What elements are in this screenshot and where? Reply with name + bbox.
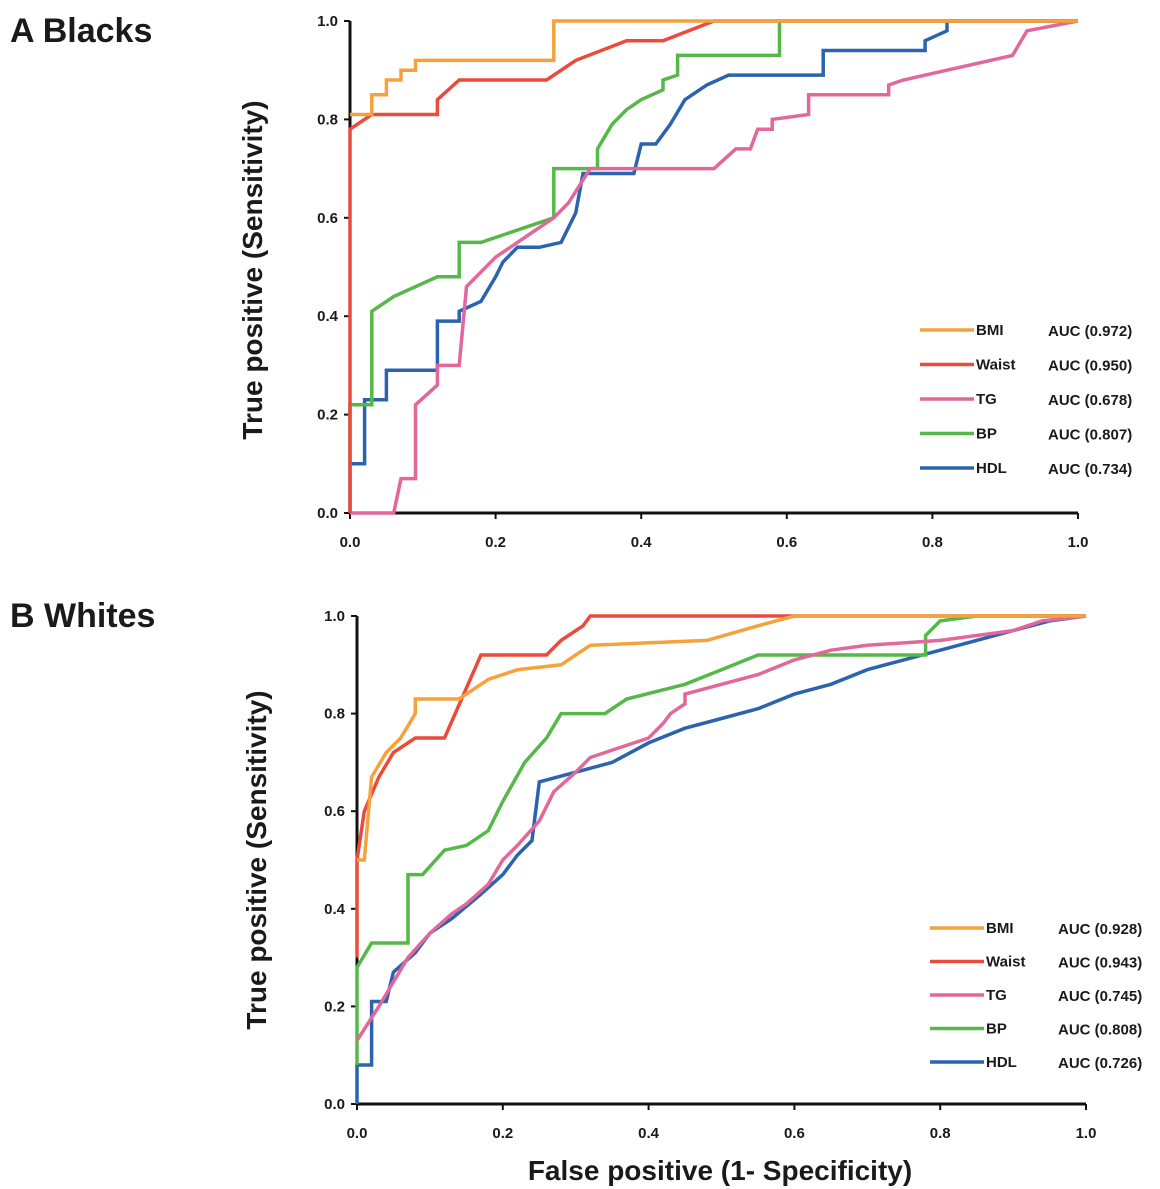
roc-line-tg [355,614,1087,1042]
roc-line-bmi [357,614,1086,862]
roc-line-bmi [350,19,1078,117]
y-tick-label: 0.4 [317,308,339,325]
panel-a-ylabel: True positive (Sensitivity) [237,100,268,439]
roc-line-hdl [348,19,1078,513]
panel-b-ylabel: True positive (Sensitivity) [241,690,272,1029]
roc-line-bp [355,614,1086,1065]
x-tick-label: 0.4 [638,1125,660,1142]
panel-b-axes: 0.0 0.2 0.4 0.6 0.8 1.0 0.0 0.2 0.4 0.6 0.8 1.0 [324,608,1096,1142]
legend-label-bp: BP [986,1021,1007,1038]
y-tick-label: 0.6 [317,210,338,227]
y-tick-label: 0.8 [324,706,345,723]
y-tick-label: 0.0 [317,505,338,522]
panel-b-title: B Whites [10,597,155,635]
x-tick-label: 0.8 [922,534,943,551]
y-tick-label: 0.8 [317,111,338,128]
legend-label-waist: Waist [976,357,1015,374]
legend-auc-bmi: AUC (0.928) [1058,921,1142,938]
x-tick-label: 0.8 [930,1125,951,1142]
legend-auc-bp: AUC (0.808) [1058,1022,1142,1039]
legend-auc-waist: AUC (0.943) [1058,955,1142,972]
legend-label-tg: TG [986,987,1007,1004]
y-tick-label: 0.2 [324,998,345,1015]
y-tick-label: 1.0 [324,608,345,625]
legend-label-bmi: BMI [986,920,1014,937]
roc-line-waist [355,614,1086,958]
x-tick-label: 1.0 [1068,534,1089,551]
y-tick-label: 0.0 [324,1096,345,1113]
panel-a-legend: BMI AUC (0.972) Waist AUC (0.950) TG AUC (0.6… [920,322,1132,478]
legend-label-hdl: HDL [976,460,1007,477]
legend-auc-tg: AUC (0.678) [1048,392,1132,409]
legend-auc-hdl: AUC (0.734) [1048,461,1132,478]
legend-auc-tg: AUC (0.745) [1058,988,1142,1005]
x-tick-label: 0.6 [776,534,797,551]
legend-auc-bp: AUC (0.807) [1048,427,1132,444]
x-tick-label: 1.0 [1076,1125,1097,1142]
roc-line-tg [350,19,1079,515]
panel-a: A Blacks True positive (Sensitivity) 0.0… [10,12,1132,551]
x-tick-label: 0.0 [347,1125,368,1142]
x-axis-title: False positive (1- Specificity) [528,1155,912,1186]
x-tick-label: 0.0 [340,534,361,551]
x-tick-label: 0.2 [492,1125,513,1142]
legend-label-hdl: HDL [986,1054,1017,1071]
x-tick-label: 0.4 [631,534,653,551]
y-tick-label: 0.4 [324,901,346,918]
panel-a-axes: 0.0 0.2 0.4 0.6 0.8 1.0 0.0 0.2 0.4 0.6 0.8 1.0 [317,13,1088,551]
legend-auc-bmi: AUC (0.972) [1048,323,1132,340]
legend-label-waist: Waist [986,954,1025,971]
y-tick-label: 0.6 [324,803,345,820]
legend-label-bp: BP [976,426,997,443]
panel-a-roc-curves [348,19,1079,515]
x-tick-label: 0.6 [784,1125,805,1142]
y-tick-label: 1.0 [317,13,338,30]
panel-b: B Whites True positive (Sensitivity) 0.0… [10,597,1142,1142]
panel-b-roc-curves [355,614,1087,1104]
panel-b-legend: BMI AUC (0.928) Waist AUC (0.943) TG AUC (0.7… [930,920,1142,1072]
x-tick-label: 0.2 [485,534,506,551]
y-tick-label: 0.2 [317,407,338,424]
roc-line-waist [348,19,1078,513]
legend-label-tg: TG [976,391,997,408]
legend-auc-waist: AUC (0.950) [1048,358,1132,375]
legend-auc-hdl: AUC (0.726) [1058,1055,1142,1072]
panel-a-title: A Blacks [10,12,152,50]
legend-label-bmi: BMI [976,322,1004,339]
